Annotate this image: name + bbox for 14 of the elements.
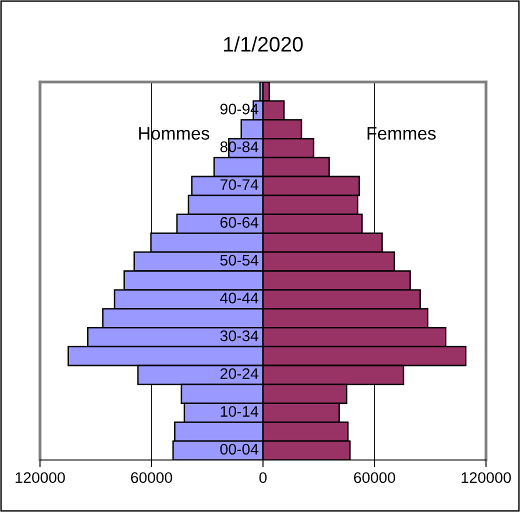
y-tick-label: 00-04 xyxy=(220,444,258,455)
y-tick-label: 40-44 xyxy=(220,292,258,304)
x-tick-label: 120000 xyxy=(462,472,511,484)
x-tick-label: 120000 xyxy=(16,472,65,484)
y-tick-label: 50-54 xyxy=(220,254,258,266)
x-tick-label: 0 xyxy=(259,472,267,484)
y-tick-label: 60-64 xyxy=(220,217,258,228)
y-tick-label: 30-34 xyxy=(220,330,258,342)
y-tick-label: 20-24 xyxy=(220,368,258,380)
x-tick-label: 60000 xyxy=(354,472,396,484)
y-tick-label: 70-74 xyxy=(220,179,258,190)
x-tick-label: 60000 xyxy=(131,472,172,484)
y-tick-label: 10-14 xyxy=(220,406,258,417)
chart-title: 1/1/2020 xyxy=(224,36,303,52)
